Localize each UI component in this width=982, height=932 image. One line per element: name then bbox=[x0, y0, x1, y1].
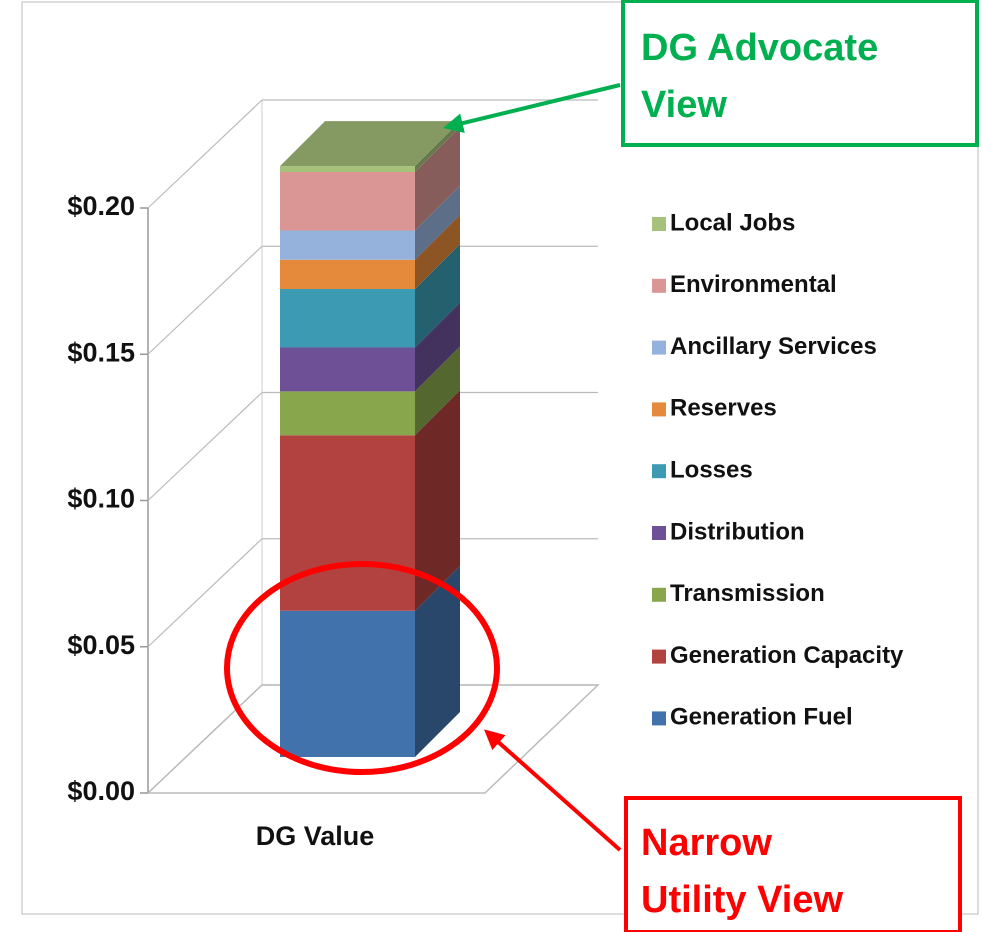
annotation-text: Utility View bbox=[641, 879, 843, 921]
grid-line bbox=[147, 245, 263, 355]
y-tick-label: $0.00 bbox=[67, 776, 135, 806]
bar-segment-side bbox=[415, 565, 460, 757]
chart-frame bbox=[21, 1, 979, 915]
annotation-text: Narrow bbox=[641, 822, 772, 864]
legend-label: Distribution bbox=[670, 518, 805, 545]
y-tick-label: $0.05 bbox=[67, 630, 135, 660]
legend-swatch bbox=[652, 711, 666, 726]
grid-line bbox=[147, 684, 263, 794]
legend-swatch bbox=[652, 464, 666, 479]
x-tick-label: DG Value bbox=[256, 821, 375, 851]
bar-segment-side bbox=[415, 185, 460, 260]
bar-segment-side bbox=[415, 244, 460, 348]
legend-swatch bbox=[652, 526, 666, 540]
bar-segment bbox=[280, 610, 415, 757]
arrow bbox=[484, 729, 622, 852]
legend-label: Generation Capacity bbox=[670, 642, 904, 669]
bar-segment-side bbox=[415, 214, 460, 289]
legend-label: Reserves bbox=[670, 395, 777, 422]
legend-label: Losses bbox=[670, 457, 753, 484]
legend-label: Environmental bbox=[670, 271, 837, 298]
bar-segment-side bbox=[415, 346, 460, 436]
y-tick-label: $0.15 bbox=[67, 337, 135, 367]
legend-swatch bbox=[652, 402, 666, 417]
legend-label: Transmission bbox=[670, 580, 825, 607]
y-tick-label: $0.20 bbox=[67, 191, 135, 221]
annotation-text: DG Advocate bbox=[641, 27, 878, 69]
legend-label: Local Jobs bbox=[670, 209, 795, 236]
bar-segment bbox=[280, 166, 415, 172]
grid-line bbox=[147, 392, 263, 501]
annotation-box bbox=[621, 0, 979, 147]
annotation-text: View bbox=[641, 84, 727, 126]
bar-segment-side bbox=[415, 127, 460, 231]
legend-label: Generation Fuel bbox=[670, 704, 853, 731]
legend-swatch bbox=[652, 217, 666, 231]
legend-swatch bbox=[652, 340, 666, 355]
legend-label: Ancillary Services bbox=[670, 333, 877, 360]
legend-swatch bbox=[652, 649, 666, 664]
bar-segment bbox=[280, 435, 415, 611]
bar-segment bbox=[280, 259, 415, 289]
legend-swatch bbox=[652, 278, 666, 293]
highlight-ellipse bbox=[224, 561, 500, 775]
grid-line bbox=[147, 99, 263, 209]
bar-segment bbox=[280, 172, 415, 231]
bar-top bbox=[280, 121, 460, 167]
bar-segment bbox=[280, 391, 415, 436]
bar-segment bbox=[280, 347, 415, 392]
bar-segment-side bbox=[415, 390, 460, 611]
annotation-box bbox=[624, 796, 962, 932]
bar-segment bbox=[280, 289, 415, 348]
legend-swatch bbox=[652, 587, 666, 602]
bar-segment-side bbox=[415, 302, 460, 392]
grid-line bbox=[147, 538, 263, 648]
arrow bbox=[443, 83, 621, 133]
bar-segment bbox=[280, 230, 415, 260]
bar-segment-side bbox=[415, 121, 460, 172]
y-tick-label: $0.10 bbox=[67, 484, 135, 514]
